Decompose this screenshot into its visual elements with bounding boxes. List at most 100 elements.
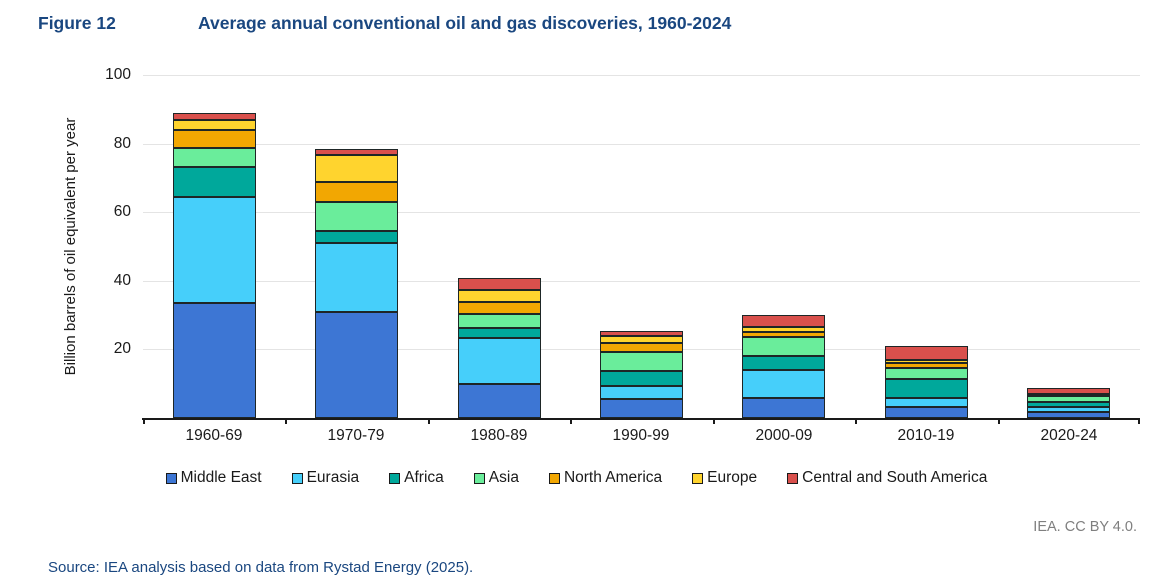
gridline-40 bbox=[143, 280, 1140, 282]
gridline-60 bbox=[143, 212, 1140, 214]
bar-segment-asia-1980-89 bbox=[458, 314, 541, 328]
legend-swatch-icon bbox=[291, 472, 303, 484]
x-axis-tick bbox=[855, 418, 857, 424]
bar-segment-north-america-1970-79 bbox=[315, 182, 398, 202]
legend-item-north-america: North America bbox=[548, 469, 663, 487]
legend-item-africa: Africa bbox=[389, 469, 444, 487]
bar-segment-middle-east-1990-99 bbox=[600, 399, 683, 418]
x-tick-label-1970-79: 1970-79 bbox=[327, 427, 385, 444]
bar-segment-eurasia-2020-24 bbox=[1027, 407, 1110, 412]
bar-segment-europe-1990-99 bbox=[600, 336, 683, 343]
bar-segment-central-and-south-america-2000-09 bbox=[742, 315, 825, 327]
bar-segment-africa-2020-24 bbox=[1027, 402, 1110, 407]
gridline-100 bbox=[143, 75, 1140, 76]
bar-segment-africa-1960-69 bbox=[173, 167, 256, 197]
x-tick-label-2000-09: 2000-09 bbox=[755, 427, 813, 444]
legend-item-eurasia: Eurasia bbox=[291, 469, 360, 487]
bar-segment-middle-east-1980-89 bbox=[458, 384, 541, 418]
bar-segment-europe-2010-19 bbox=[885, 360, 968, 363]
legend-item-asia: Asia bbox=[473, 469, 519, 487]
x-axis-line bbox=[142, 418, 1140, 420]
bar-segment-europe-2000-09 bbox=[742, 327, 825, 332]
legend-swatch-icon bbox=[473, 472, 485, 484]
bar-segment-asia-1960-69 bbox=[173, 148, 256, 167]
bar-segment-asia-2020-24 bbox=[1027, 396, 1110, 402]
figure-title: Average annual conventional oil and gas … bbox=[198, 13, 732, 33]
bar-segment-north-america-1990-99 bbox=[600, 343, 683, 352]
y-tick-label-100: 100 bbox=[105, 66, 131, 83]
bar-segment-middle-east-2020-24 bbox=[1027, 412, 1110, 418]
x-tick-label-2010-19: 2010-19 bbox=[897, 427, 955, 444]
y-tick-label-40: 40 bbox=[113, 271, 131, 289]
bar-segment-north-america-2000-09 bbox=[742, 332, 825, 337]
x-axis-tick bbox=[1138, 418, 1140, 424]
legend-label: Europe bbox=[707, 469, 758, 486]
bar-segment-central-and-south-america-1990-99 bbox=[600, 331, 683, 336]
legend-item-middle-east: Middle East bbox=[165, 469, 262, 487]
x-axis-tick bbox=[713, 418, 715, 424]
x-axis-tick bbox=[285, 418, 287, 424]
bar-segment-africa-1980-89 bbox=[458, 328, 541, 338]
legend-swatch-icon bbox=[389, 472, 401, 484]
figure-title-row: Figure 12 Average annual conventional oi… bbox=[38, 13, 731, 34]
y-axis-title: Billion barrels of oil equivalent per ye… bbox=[62, 117, 79, 376]
bar-segment-middle-east-2000-09 bbox=[742, 398, 825, 418]
bar-segment-central-and-south-america-1970-79 bbox=[315, 149, 398, 155]
bar-segment-eurasia-1990-99 bbox=[600, 386, 683, 399]
legend: Middle East Eurasia Africa Asia North Americ… bbox=[0, 469, 1153, 487]
bar-segment-north-america-1980-89 bbox=[458, 302, 541, 314]
legend-label: Africa bbox=[404, 469, 444, 486]
bar-segment-europe-1970-79 bbox=[315, 155, 398, 182]
x-tick-label-1980-89: 1980-89 bbox=[470, 427, 528, 444]
bar-segment-middle-east-1960-69 bbox=[173, 303, 256, 418]
bar-segment-europe-1980-89 bbox=[458, 290, 541, 302]
bar-segment-asia-2000-09 bbox=[742, 337, 825, 356]
bar-segment-north-america-2010-19 bbox=[885, 363, 968, 368]
legend-swatch-icon bbox=[787, 472, 799, 484]
x-axis-tick bbox=[998, 418, 1000, 424]
figure-number: Figure 12 bbox=[38, 13, 116, 33]
y-tick-label-60: 60 bbox=[113, 203, 131, 221]
x-tick-label-2020-24: 2020-24 bbox=[1040, 427, 1098, 444]
x-axis-tick bbox=[143, 418, 145, 424]
bar-segment-africa-2000-09 bbox=[742, 356, 825, 370]
legend-item-europe: Europe bbox=[692, 469, 757, 487]
x-axis-tick bbox=[428, 418, 430, 424]
bar-segment-africa-1990-99 bbox=[600, 371, 683, 386]
legend-label: Asia bbox=[488, 469, 519, 486]
x-tick-label-1960-69: 1960-69 bbox=[185, 427, 243, 444]
bar-segment-asia-1970-79 bbox=[315, 202, 398, 231]
legend-label: North America bbox=[563, 469, 663, 486]
y-tick-label-20: 20 bbox=[113, 340, 131, 358]
bar-segment-africa-1970-79 bbox=[315, 231, 398, 243]
license-attribution: IEA. CC BY 4.0. bbox=[1033, 519, 1137, 535]
bar-segment-north-america-1960-69 bbox=[173, 130, 256, 148]
bar-segment-eurasia-2000-09 bbox=[742, 370, 825, 398]
legend-swatch-icon bbox=[692, 472, 704, 484]
plot-area: 20 40 60 80 100 1960-69 1970-79 1980-89 1990-99 2… bbox=[105, 66, 1140, 444]
bar-segment-central-and-south-america-1960-69 bbox=[173, 113, 256, 120]
legend-label: Eurasia bbox=[306, 469, 360, 486]
legend-swatch-icon bbox=[165, 472, 177, 484]
legend-label: Central and South America bbox=[802, 469, 988, 486]
bar-segment-central-and-south-america-2020-24 bbox=[1027, 388, 1110, 394]
bar-segment-middle-east-1970-79 bbox=[315, 312, 398, 418]
bar-segment-central-and-south-america-1980-89 bbox=[458, 278, 541, 290]
bar-segment-asia-1990-99 bbox=[600, 352, 683, 371]
bar-segment-eurasia-1980-89 bbox=[458, 338, 541, 384]
legend-label: Middle East bbox=[180, 469, 262, 486]
y-tick-label-80: 80 bbox=[113, 134, 131, 152]
bar-segment-central-and-south-america-2010-19 bbox=[885, 346, 968, 360]
bar-segment-europe-1960-69 bbox=[173, 120, 256, 130]
bar-segment-eurasia-1960-69 bbox=[173, 197, 256, 303]
source-note: Source: IEA analysis based on data from … bbox=[48, 559, 474, 576]
legend-item-central-and-south-america: Central and South America bbox=[787, 469, 987, 487]
bar-segment-eurasia-1970-79 bbox=[315, 243, 398, 312]
legend-swatch-icon bbox=[548, 472, 560, 484]
bar-segment-asia-2010-19 bbox=[885, 368, 968, 379]
x-tick-label-1990-99: 1990-99 bbox=[612, 427, 670, 444]
bar-segment-africa-2010-19 bbox=[885, 379, 968, 398]
bar-segment-eurasia-2010-19 bbox=[885, 398, 968, 407]
x-axis-tick bbox=[570, 418, 572, 424]
